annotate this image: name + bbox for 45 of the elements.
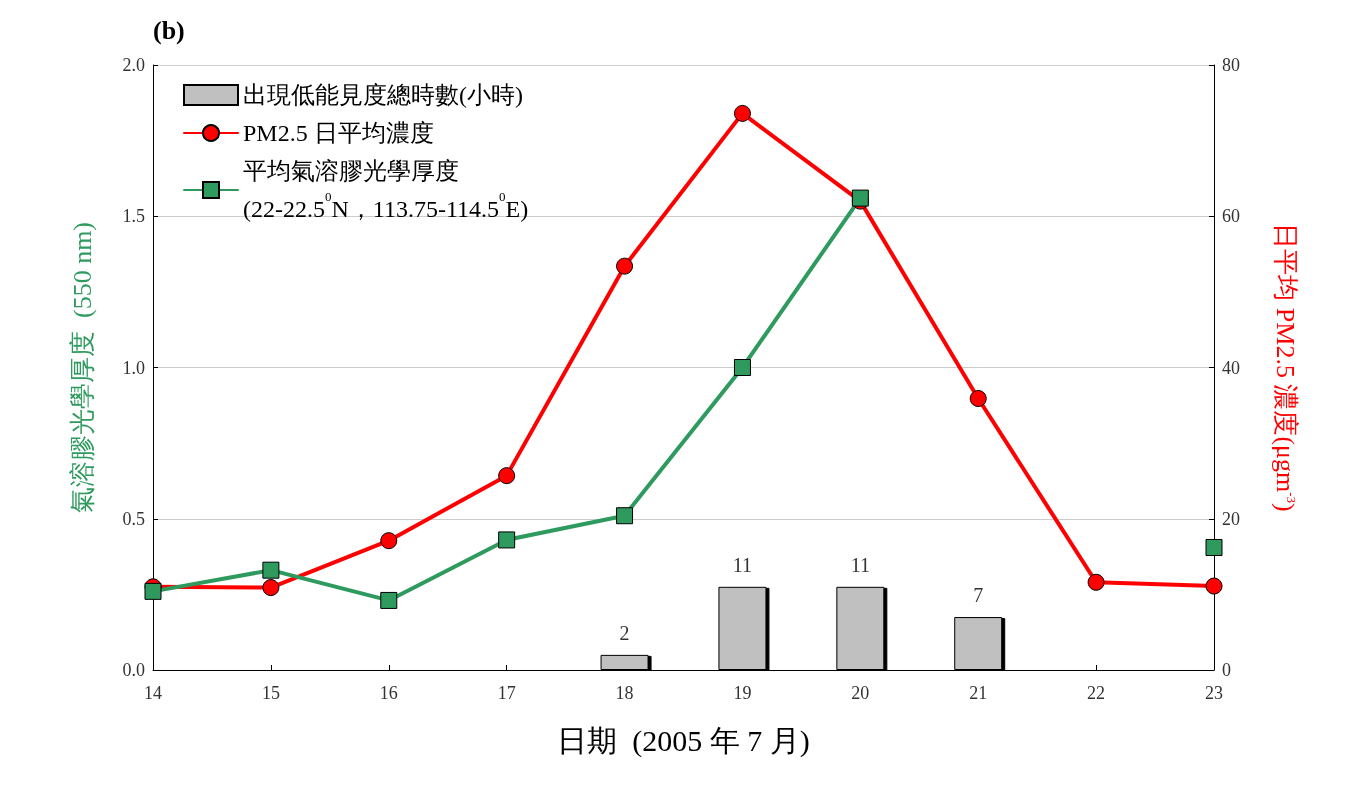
- point: [144, 582, 162, 600]
- x-tick-label: 15: [261, 683, 280, 703]
- x-tick-label: 19: [733, 683, 752, 703]
- y-tick-label: 0.0: [122, 660, 145, 680]
- y2-axis-title: 日平均 PM2.5 濃度(μgm-3): [1270, 223, 1300, 512]
- x-tick-label: 16: [379, 683, 398, 703]
- x-tick-label: 17: [497, 683, 516, 703]
- x-tick-label: 18: [615, 683, 634, 703]
- y2-tick-label: 80: [1222, 55, 1240, 75]
- x-tick-label: 14: [144, 683, 162, 703]
- point: [733, 104, 751, 122]
- point: [969, 390, 987, 407]
- x-tick-label: 23: [1205, 683, 1223, 703]
- x-axis-title: 日期 (2005 年 7 月): [557, 723, 810, 758]
- x-tick-label: 20: [851, 683, 870, 703]
- y-tick-label: 1.5: [122, 206, 145, 227]
- y-tick-label: 0.5: [122, 508, 145, 529]
- data-label: 11: [850, 553, 870, 576]
- y2-tick-label: 20: [1222, 508, 1240, 529]
- point: [380, 591, 398, 609]
- point: [1087, 573, 1105, 591]
- point: [498, 467, 516, 485]
- legend-label: 出現低能見度總時數(小時): [243, 82, 523, 108]
- point: [1205, 577, 1223, 595]
- point: [262, 579, 280, 597]
- data-label: 2: [619, 621, 630, 644]
- point: [1205, 538, 1223, 556]
- y-tick-label: 1.0: [122, 357, 145, 378]
- y-tick-label: 2.0: [122, 55, 145, 75]
- y2-tick-label: 40: [1222, 357, 1240, 378]
- y2-tick-label: 0: [1222, 660, 1231, 680]
- data-label: 7: [973, 584, 984, 607]
- legend-label: PM2.5 日平均濃度: [243, 120, 434, 146]
- data-label: 11: [732, 553, 753, 576]
- point: [733, 359, 751, 376]
- x-tick-label: 21: [969, 683, 988, 703]
- point: [616, 257, 634, 275]
- point: [380, 532, 398, 550]
- y-axis-title: 氣溶膠光學厚度 (550 nm): [67, 221, 97, 514]
- chart-title: (b): [153, 15, 185, 45]
- y2-tick-label: 60: [1222, 206, 1240, 227]
- point: [262, 561, 280, 579]
- point: [498, 531, 516, 549]
- point: [616, 507, 634, 525]
- x-tick-label: 22: [1087, 683, 1106, 703]
